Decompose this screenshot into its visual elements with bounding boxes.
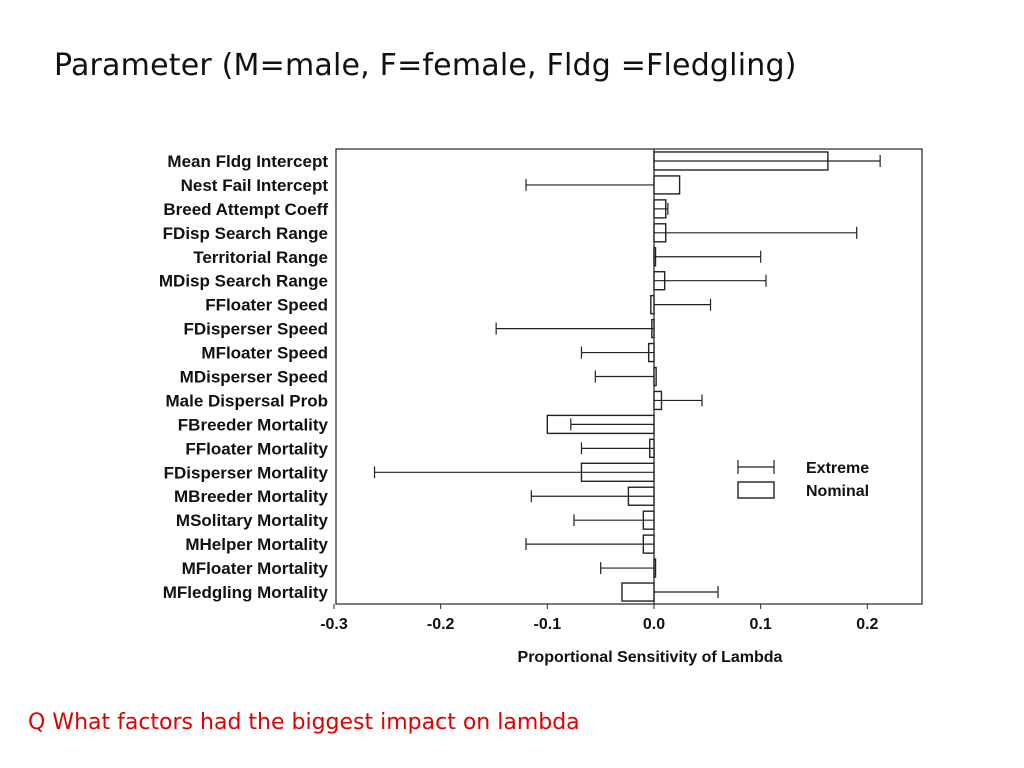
category-label: FDisp Search Range bbox=[163, 224, 328, 243]
category-label: MDisperser Speed bbox=[180, 368, 328, 387]
category-label: MFledgling Mortality bbox=[163, 583, 329, 602]
nominal-bar bbox=[653, 175, 681, 195]
x-tick-label: -0.3 bbox=[320, 616, 348, 633]
nominal-bar bbox=[621, 582, 655, 602]
category-label: FDisperser Mortality bbox=[164, 463, 329, 482]
category-label: Nest Fail Intercept bbox=[181, 176, 329, 195]
category-label: FDisperser Speed bbox=[183, 320, 328, 339]
category-label: Mean Fldg Intercept bbox=[167, 152, 328, 171]
question-text: Q What factors had the biggest impact on… bbox=[28, 710, 580, 735]
category-label: FFloater Speed bbox=[205, 296, 328, 315]
x-tick-label: 0.2 bbox=[856, 616, 878, 633]
category-label: FFloater Mortality bbox=[185, 439, 328, 458]
legend-nominal-label: Nominal bbox=[806, 483, 869, 500]
nominal-bar bbox=[653, 366, 657, 387]
category-label: Territorial Range bbox=[193, 248, 328, 267]
category-label: MBreeder Mortality bbox=[174, 487, 329, 506]
nominal-bar bbox=[653, 558, 657, 578]
x-tick-label: -0.1 bbox=[534, 616, 562, 633]
category-label: Breed Attempt Coeff bbox=[163, 200, 328, 219]
legend-nominal-swatch bbox=[737, 481, 775, 499]
nominal-bar bbox=[650, 294, 655, 315]
category-label: MSolitary Mortality bbox=[176, 511, 329, 530]
x-tick-label: 0.1 bbox=[750, 616, 772, 633]
category-label: MFloater Mortality bbox=[182, 559, 329, 578]
legend-extreme-label: Extreme bbox=[806, 460, 869, 477]
category-label: MFloater Speed bbox=[201, 344, 328, 363]
plot-frame bbox=[335, 148, 923, 605]
sensitivity-chart: Mean Fldg Intercept Nest Fail Intercept Br… bbox=[159, 148, 923, 666]
category-label: MHelper Mortality bbox=[185, 535, 328, 554]
x-axis-title: Proportional Sensitivity of Lambda bbox=[518, 649, 783, 666]
x-tick-label: 0.0 bbox=[643, 616, 665, 633]
slide-title: Parameter (M=male, F=female, Fldg =Fledg… bbox=[54, 48, 797, 83]
category-label: MDisp Search Range bbox=[159, 272, 328, 291]
category-label: Male Dispersal Prob bbox=[165, 391, 328, 410]
category-label: FBreeder Mortality bbox=[178, 415, 329, 434]
x-tick-label: -0.2 bbox=[427, 616, 455, 633]
